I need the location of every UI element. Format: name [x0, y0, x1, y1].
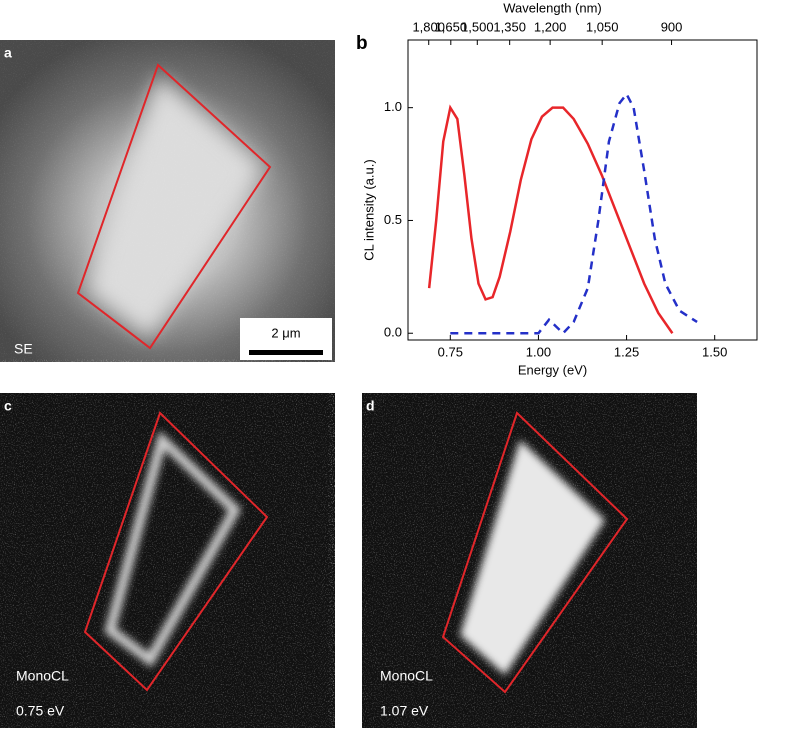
plot-frame	[407, 39, 758, 341]
x2-tick-label: 1,050	[586, 19, 619, 34]
y-tick-label: 0.0	[384, 325, 402, 340]
x2-tick-label: 1,500	[461, 19, 494, 34]
x-axis-title: Energy (eV)	[518, 362, 587, 377]
y-tick-label: 0.5	[384, 212, 402, 227]
cl-map	[362, 393, 697, 728]
caption: SE	[14, 341, 33, 357]
energy-label: 1.07 eV	[380, 703, 429, 719]
panel-label: c	[4, 398, 12, 414]
outline	[441, 411, 629, 694]
scale-label: 2 μm	[271, 325, 300, 340]
x2-tick-label: 1,350	[493, 19, 526, 34]
scale-bar	[249, 350, 323, 355]
y-tick-label: 1.0	[384, 99, 402, 114]
panel-label: d	[366, 398, 375, 414]
y-axis-title: CL intensity (a.u.)	[361, 159, 376, 260]
x2-tick-label: 900	[661, 19, 683, 34]
caption: MonoCL	[380, 668, 433, 684]
x-tick-label: 1.50	[702, 344, 727, 359]
panel-label: b	[356, 33, 368, 54]
x-tick-label: 1.25	[614, 344, 639, 359]
sem-image	[0, 40, 335, 362]
x2-tick-label: 1,200	[534, 19, 567, 34]
x2-axis-title: Wavelength (nm)	[503, 0, 602, 15]
x2-tick-label: 1,650	[435, 19, 468, 34]
outline	[76, 63, 272, 350]
x-tick-label: 0.75	[438, 344, 463, 359]
x-tick-label: 1.00	[526, 344, 551, 359]
caption: MonoCL	[16, 668, 69, 684]
energy-label: 0.75 eV	[16, 703, 65, 719]
cl-map	[0, 393, 335, 728]
panel-label: a	[4, 45, 12, 61]
series-line	[450, 91, 698, 336]
x2-tick-label: 1,800	[412, 19, 445, 34]
series-line	[427, 104, 674, 334]
chart: 0.75 1.00 1.25 1.50 0.0 0.5 1.0 1,8001,6501,500…	[361, 0, 758, 377]
outline	[83, 411, 269, 692]
